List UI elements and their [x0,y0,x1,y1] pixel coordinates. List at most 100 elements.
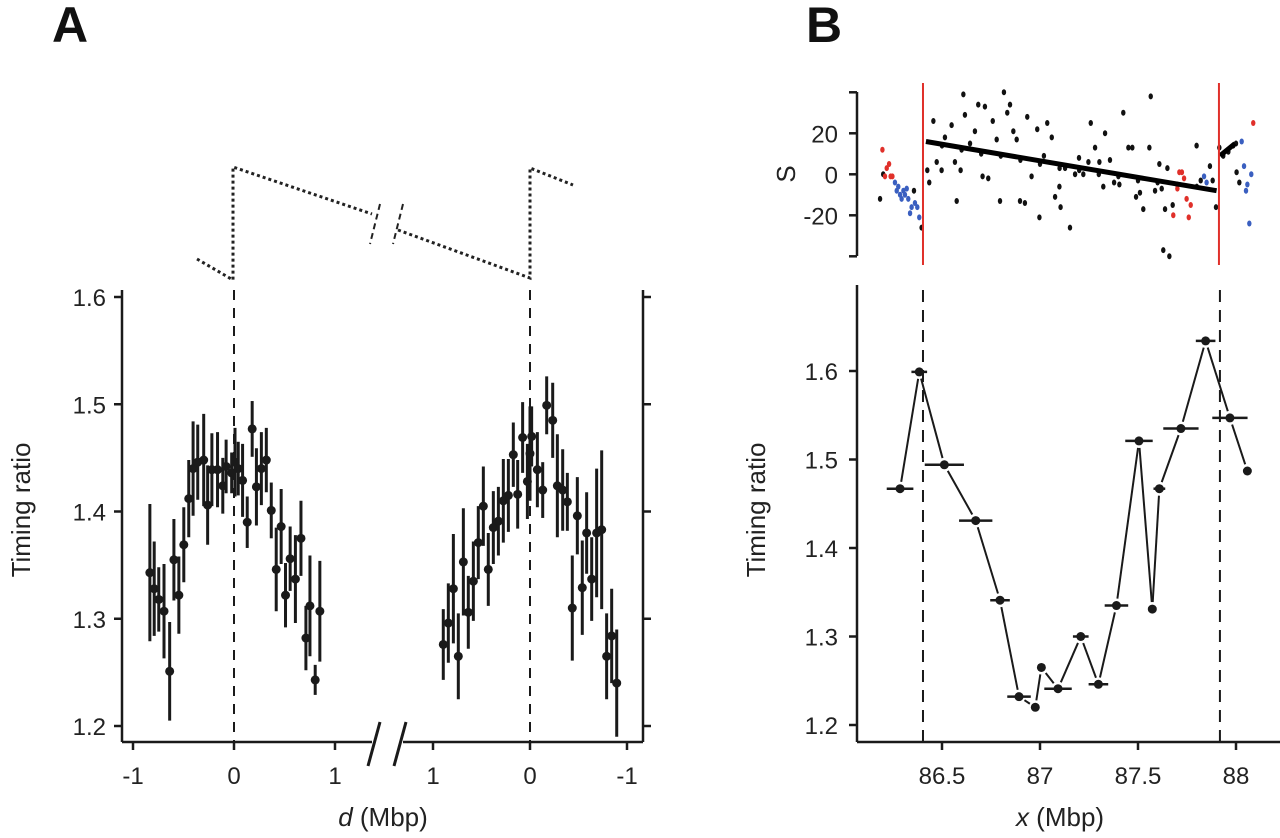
scatter-point-black [1107,156,1113,163]
y-tick-label: 0 [825,162,838,189]
x-axis-break-1 [366,721,382,767]
scatter-point-black [1111,179,1117,186]
scatter-point-black [942,134,948,141]
y-tick-label: 1.2 [805,713,838,740]
data-point [1036,662,1046,672]
data-point [939,460,949,470]
data-point [525,449,535,459]
data-point [281,590,291,600]
data-point [518,432,528,442]
data-point [572,511,582,521]
data-point [597,525,607,535]
data-point [233,464,243,474]
y-tick-label: 1.2 [73,714,106,741]
data-point [305,601,315,611]
schematic-right [397,165,574,281]
data-point [995,595,1005,605]
scatter-point-black [1037,214,1042,221]
scatter-point-black [1029,173,1034,180]
scatter-point-black [1097,159,1102,165]
data-point [238,475,248,485]
data-point [438,639,448,649]
x-tick-label: 1 [328,763,341,790]
scatter-point-black [1234,169,1239,176]
scatter-point-black [911,187,917,194]
data-point [448,584,458,594]
scatter-point-black [1159,185,1164,192]
scatter-point-black [939,167,944,174]
connecting-segment [1082,642,1097,679]
data-point [1030,702,1040,712]
connecting-segment [1231,424,1247,465]
scatter-point-blue [909,204,914,211]
scatter-point-black [934,159,939,165]
data-point [1111,601,1121,611]
data-point [221,461,231,471]
panel-b-top-chart: 20 0 -20 S [771,83,1256,265]
scatter-point-black [1130,144,1135,151]
fit-line [925,139,1218,194]
data-point [1053,684,1063,694]
schematic-left [196,164,373,283]
scatter-point-black [952,159,958,165]
scatter-point-black [877,195,883,202]
scatter-point-blue [904,185,909,192]
scatter-point-black [1117,181,1122,188]
scatter-point-black [954,197,959,204]
x-tick-label: 87 [1027,763,1054,790]
connecting-segment [1138,447,1153,603]
data-point [296,533,306,543]
scatter-point-red [886,161,892,168]
data-point [558,485,568,495]
scatter-point-blue [892,179,898,186]
scatter-point-black [931,118,936,124]
connecting-segment [1151,495,1160,603]
data-point [242,517,252,527]
x-tick-label: 88 [1223,763,1250,790]
data-point [602,651,612,661]
data-point [483,564,493,574]
scatter-point-black [997,197,1003,204]
data-point [577,583,587,593]
x-axis-break-2 [392,721,408,767]
y-tick-label: 1.6 [73,285,106,312]
scatter-point-blue [902,191,908,198]
data-point [1154,484,1164,494]
scatter-point-black [1005,109,1010,116]
scatter-point-red [1188,202,1193,209]
scatter-point-black [1210,177,1215,184]
data-point [247,424,257,434]
data-point [145,568,155,578]
connecting-segment [1206,347,1229,412]
scatter-point-blue [917,214,922,221]
scatter-point-red [1175,185,1180,192]
data-point [1134,436,1144,446]
scatter-point-red [890,173,895,180]
scatter-point-red [1186,214,1191,221]
data-point [538,485,548,495]
scatter-point-black [1041,152,1047,159]
scatter-point-black [990,118,995,124]
scatter-point-black [1067,224,1073,231]
data-point [154,594,164,604]
scatter-point-black [1001,89,1007,96]
data-point [266,505,276,515]
scatter-point-black [1072,171,1078,178]
data-point [1147,604,1157,614]
data-point [914,367,924,377]
data-point [587,574,597,584]
y-tick-label: 20 [811,121,838,148]
data-point [473,538,483,548]
x-axis-unit: (Mbp) [353,802,428,832]
connecting-segment [976,526,999,594]
data-point [1014,692,1024,702]
data-point [1225,413,1235,423]
scatter-point-black [925,167,930,174]
x-tick-label: 0 [227,763,240,790]
scatter-point-black [1148,93,1153,100]
data-point [443,618,453,628]
scatter-point-blue [906,195,911,202]
scatter-point-black [1011,128,1016,135]
scatter-point-blue [1247,220,1252,227]
data-point [315,606,325,616]
